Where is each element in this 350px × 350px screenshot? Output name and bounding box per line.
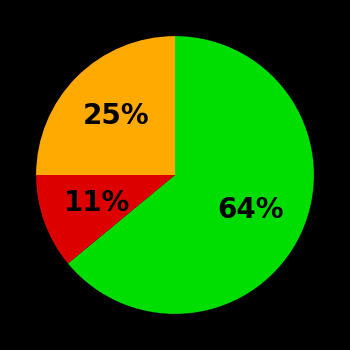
Wedge shape [36,175,175,264]
Text: 25%: 25% [83,102,149,130]
Wedge shape [68,36,314,314]
Wedge shape [36,36,175,175]
Text: 11%: 11% [63,189,130,217]
Text: 64%: 64% [217,196,284,224]
